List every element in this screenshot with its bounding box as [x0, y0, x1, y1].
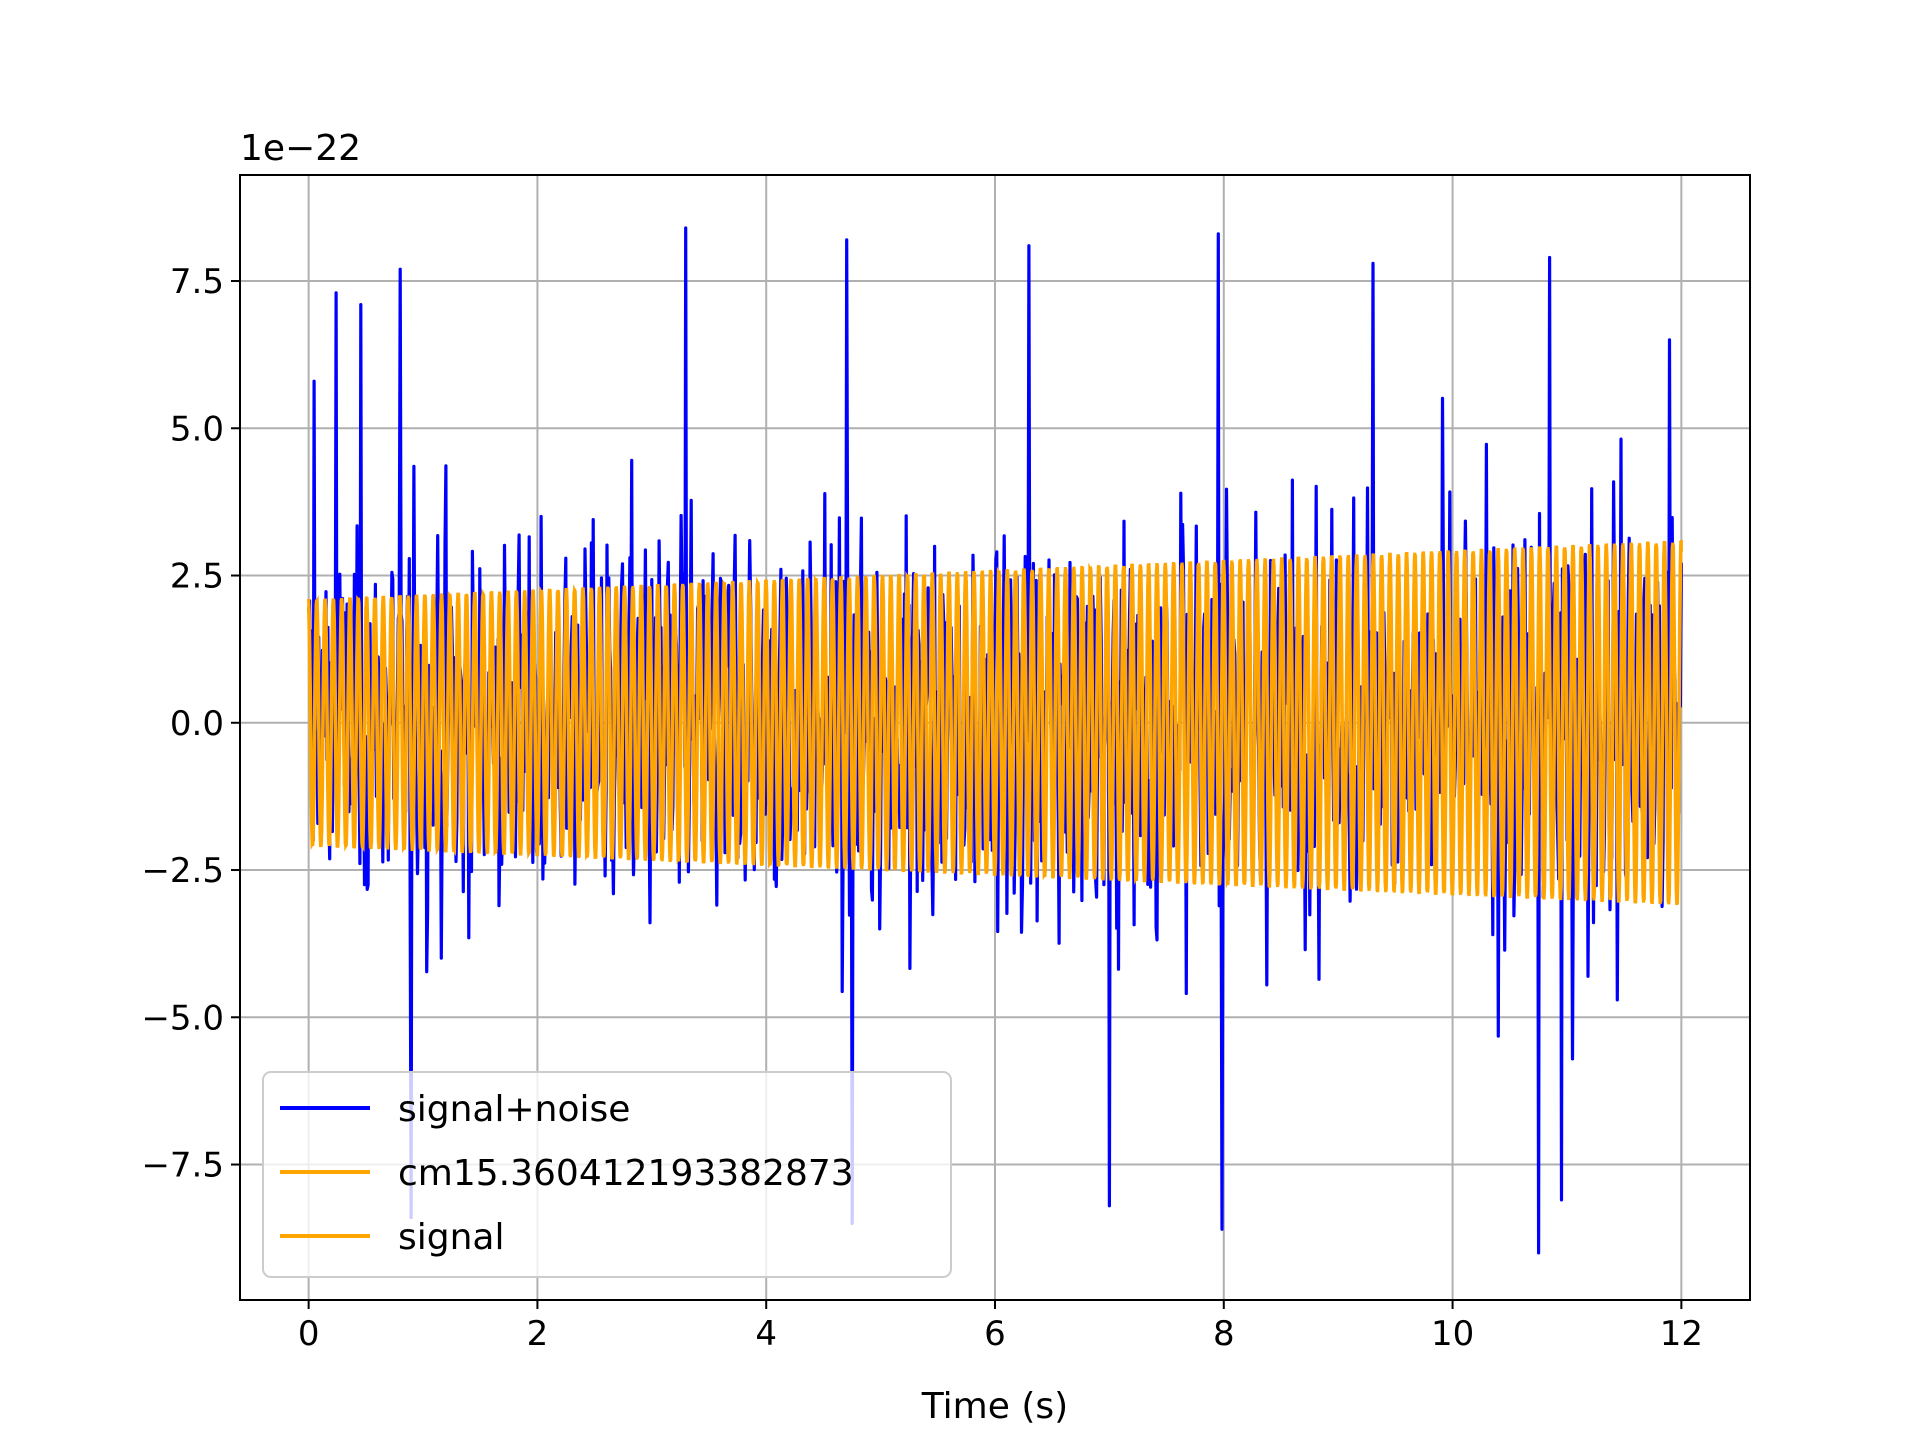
y-axis-ticks: −7.5 −5.0 −2.5 0.0 2.5 5.0 7.5 — [141, 262, 240, 1186]
x-axis-ticks: 0 2 4 6 8 10 12 — [298, 1300, 1703, 1354]
y-tick-label: −7.5 — [141, 1146, 224, 1186]
x-tick-label: 8 — [1213, 1314, 1235, 1354]
y-axis-offset-text: 1e−22 — [240, 128, 361, 169]
y-tick-label: 0.0 — [170, 704, 224, 744]
x-axis-label: Time (s) — [921, 1386, 1068, 1427]
x-tick-label: 12 — [1660, 1314, 1703, 1354]
legend-box — [262, 1071, 952, 1278]
y-tick-label: 2.5 — [170, 557, 224, 597]
legend-label-signal-noise: signal+noise — [398, 1089, 630, 1130]
x-tick-label: 6 — [984, 1314, 1006, 1354]
y-tick-label: −2.5 — [141, 851, 224, 891]
y-tick-label: 7.5 — [170, 262, 224, 302]
series-layer — [307, 226, 1683, 1255]
legend: signal+noise cm15.360412193382873 signal — [262, 1071, 952, 1278]
y-tick-label: 5.0 — [170, 409, 224, 449]
x-tick-label: 0 — [298, 1314, 320, 1354]
legend-label-cm: cm15.360412193382873 — [398, 1153, 854, 1194]
series-line-cm — [307, 540, 1683, 905]
x-tick-label: 10 — [1431, 1314, 1474, 1354]
x-tick-label: 2 — [527, 1314, 549, 1354]
legend-label-signal: signal — [398, 1217, 505, 1258]
x-tick-label: 4 — [755, 1314, 777, 1354]
series-line-signal — [307, 540, 1683, 906]
y-tick-label: −5.0 — [141, 998, 224, 1038]
